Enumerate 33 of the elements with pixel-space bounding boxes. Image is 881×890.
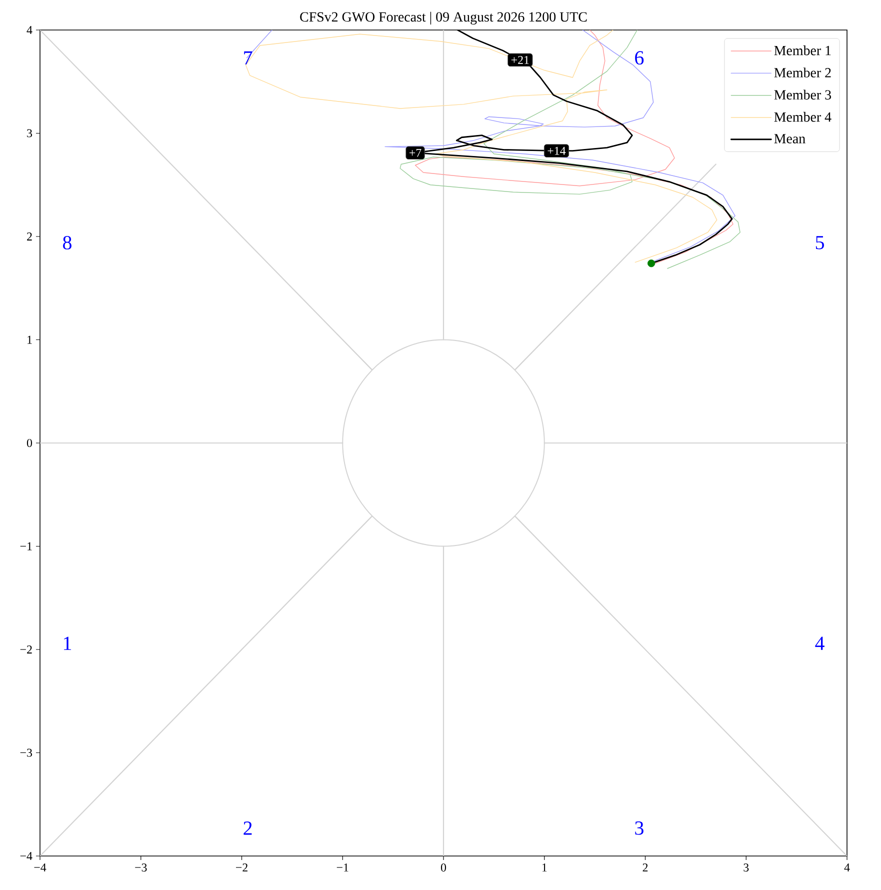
annotation: 4 <box>815 636 824 650</box>
annotation: 3 <box>635 821 644 835</box>
chart-title: CFSv2 GWO Forecast | 09 August 2026 1200 UTC <box>300 12 587 25</box>
annotation: 5 <box>816 236 824 250</box>
x-tick-label: −3 <box>135 864 147 872</box>
y-tick-label: 2 <box>27 232 32 240</box>
x-tick-label: 0 <box>440 864 446 872</box>
point <box>648 260 656 268</box>
x-tick-label: 2 <box>642 864 648 872</box>
y-tick-label: −3 <box>20 748 32 757</box>
x-tick-label: 4 <box>844 864 850 872</box>
legend-label: Member 1 <box>774 45 831 56</box>
x-tick-label: −1 <box>336 864 348 872</box>
legend-label: Member 2 <box>774 68 831 78</box>
y-tick-label: 1 <box>28 336 32 344</box>
annotation: 6 <box>635 51 644 65</box>
y-tick-label: 3 <box>27 129 32 138</box>
y-tick-label: 4 <box>26 26 32 34</box>
legend-label: Member 3 <box>774 90 831 100</box>
x-tick-label: 1 <box>542 864 547 872</box>
y-tick-label: 0 <box>26 438 32 448</box>
annotation: 8 <box>63 236 72 250</box>
annotation: 1 <box>64 636 72 650</box>
annotation: 7 <box>244 51 252 64</box>
legend-label: Mean <box>774 134 806 144</box>
y-tick-label: −4 <box>20 852 32 860</box>
x-tick-label: −4 <box>34 864 46 872</box>
y-tick-label: −2 <box>20 646 32 654</box>
annotation: 2 <box>244 822 252 835</box>
x-tick-label: 3 <box>744 864 749 872</box>
y-tick-label: −1 <box>20 542 32 550</box>
legend-label: Member 4 <box>774 112 832 122</box>
x-tick-label: −2 <box>236 864 248 872</box>
